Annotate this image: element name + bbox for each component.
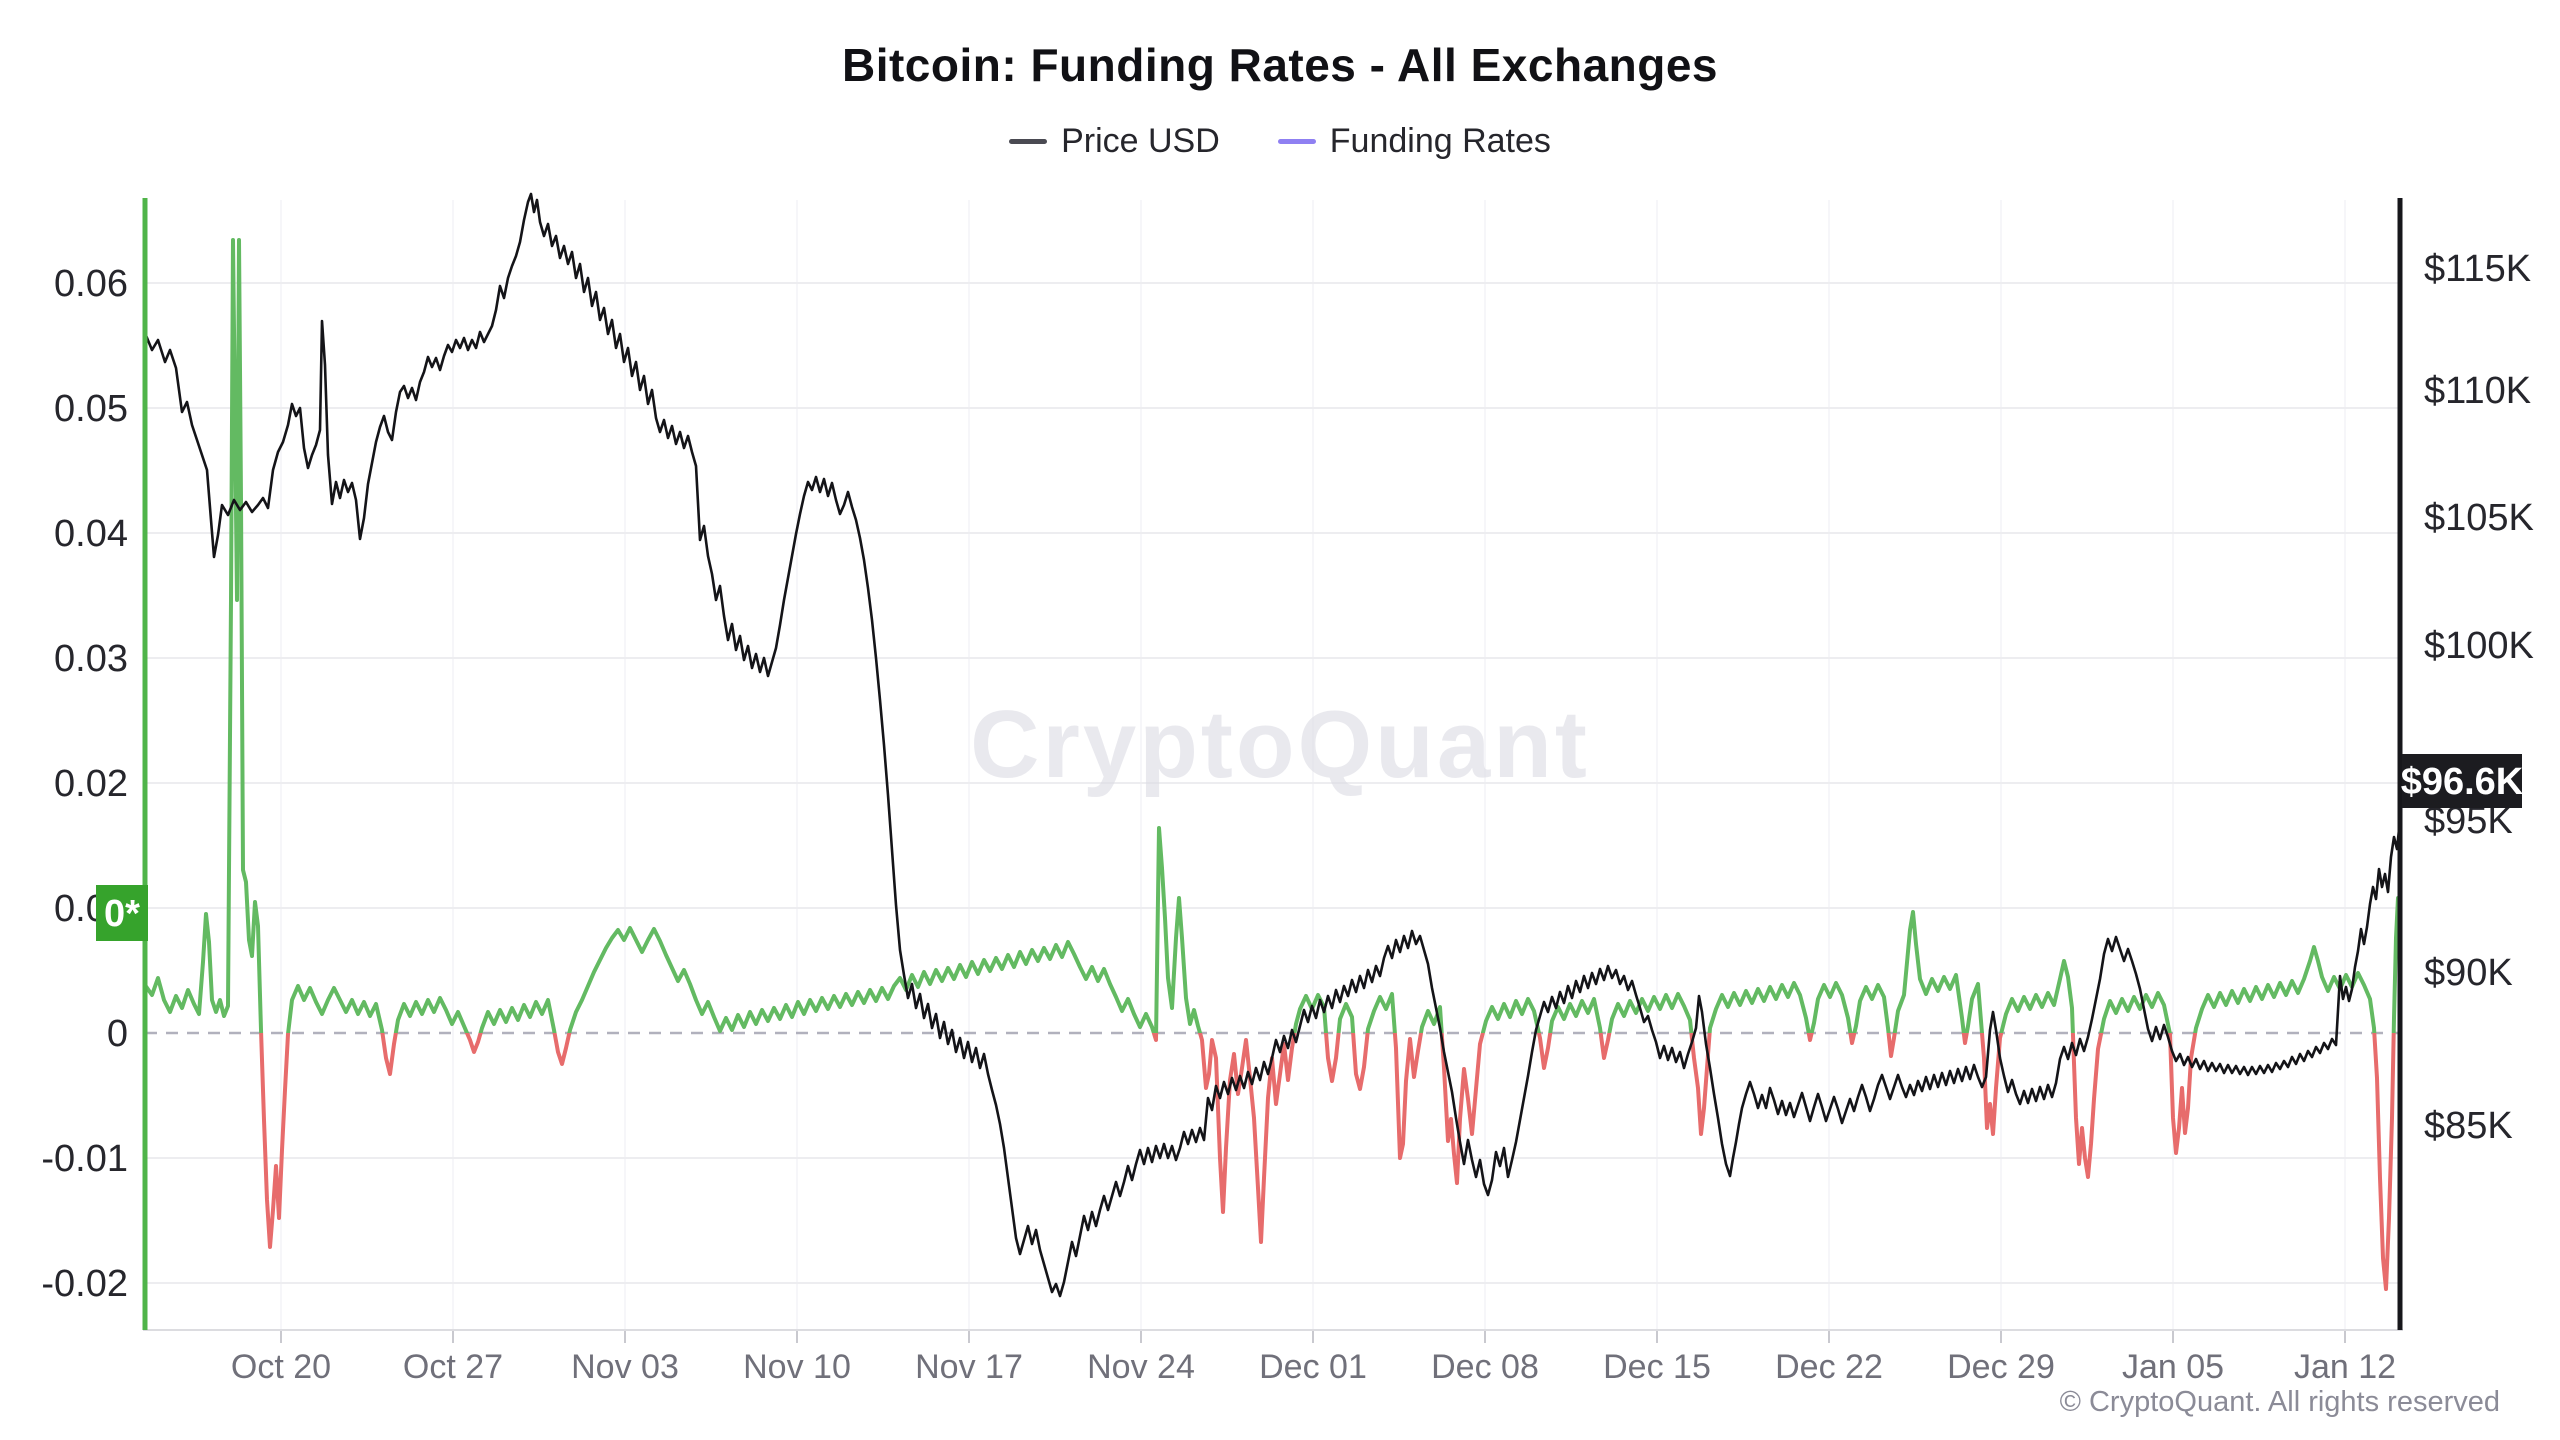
left-axis-label: 0.03 [54,638,128,680]
funding-latest-badge-value: 0* [104,893,140,935]
x-axis-label: Dec 15 [1603,1348,1711,1386]
left-axis-label: 0 [107,1013,128,1055]
left-axis-label: 0.02 [54,763,128,805]
x-axis-label: Nov 17 [915,1348,1023,1386]
gridlines [143,200,2403,1343]
copyright-footer: © CryptoQuant. All rights reserved [2059,1386,2500,1418]
price-usd-line [143,192,2402,1298]
plot-borders [142,198,2403,1330]
left-axis-label: -0.01 [41,1138,128,1180]
price-latest-badge-value: $96.6K [2401,761,2524,803]
x-axis-label: Dec 29 [1947,1348,2055,1386]
left-axis-label: 0.05 [54,388,128,430]
legend-item-price[interactable]: Price USD [1009,122,1220,161]
right-axis-label: $115K [2424,248,2531,290]
x-axis-label: Nov 10 [743,1348,851,1386]
x-axis-label: Oct 20 [231,1348,331,1386]
funding-rates-line-positive [143,238,2402,1033]
right-axis-label: $110K [2424,370,2531,412]
x-axis-label: Dec 22 [1775,1348,1883,1386]
x-axis-label: Nov 24 [1087,1348,1195,1386]
chart-legend: Price USD Funding Rates [0,122,2560,161]
x-axis-label: Jan 12 [2294,1348,2396,1386]
funding-line-swatch-icon [1277,139,1316,144]
x-axis-label: Nov 03 [571,1348,679,1386]
x-axis-label: Dec 01 [1259,1348,1367,1386]
right-axis-label: $105K [2424,497,2534,539]
funding-latest-badge: 0* [96,885,148,941]
funding-rates-line-negative [259,1033,2396,1291]
right-axis-label: $100K [2424,625,2534,667]
left-axis-label: 0.04 [54,513,128,555]
x-axis-label: Oct 27 [403,1348,503,1386]
series-lines [143,192,2402,1298]
cryptoquant-watermark: CryptoQuant [970,691,1590,798]
price-latest-badge: $96.6K [2401,754,2524,808]
right-axis-label: $85K [2424,1105,2513,1147]
x-axis-label: Jan 05 [2122,1348,2224,1386]
legend-label-price: Price USD [1061,122,1220,160]
x-axis-label: Dec 08 [1431,1348,1539,1386]
left-axis-label: 0.06 [54,263,128,305]
right-axis-label: $90K [2424,952,2513,994]
legend-label-funding: Funding Rates [1329,122,1551,160]
chart-title: Bitcoin: Funding Rates - All Exchanges [841,39,1719,91]
price-line-swatch-icon [1009,139,1048,144]
axis-labels: Oct 20 Oct 27 Nov 03 Nov 10 Nov 17 Nov 24 Dec … [41,248,2534,1386]
legend-item-funding[interactable]: Funding Rates [1277,122,1551,161]
left-axis-label: -0.02 [41,1263,128,1305]
